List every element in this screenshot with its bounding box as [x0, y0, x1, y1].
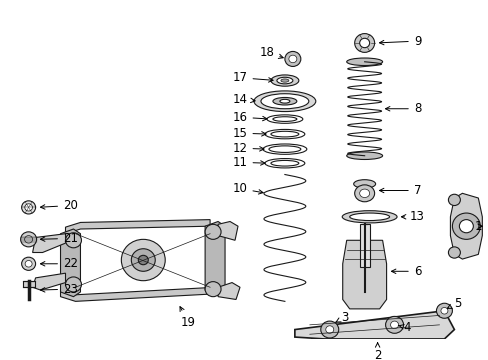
Text: 3: 3	[335, 311, 347, 324]
Circle shape	[320, 321, 338, 338]
Ellipse shape	[342, 211, 396, 223]
Circle shape	[21, 257, 36, 270]
Ellipse shape	[354, 185, 374, 202]
Text: 17: 17	[232, 71, 272, 84]
Polygon shape	[33, 273, 65, 290]
Polygon shape	[65, 220, 210, 234]
Ellipse shape	[346, 152, 382, 159]
Text: 6: 6	[391, 265, 420, 278]
Circle shape	[325, 326, 333, 333]
FancyBboxPatch shape	[22, 281, 35, 287]
Circle shape	[204, 224, 221, 239]
Circle shape	[131, 249, 155, 271]
Circle shape	[436, 303, 451, 318]
Text: 22: 22	[41, 257, 78, 270]
Polygon shape	[204, 221, 224, 295]
Text: 23: 23	[41, 283, 78, 296]
Text: 18: 18	[259, 46, 283, 59]
Text: 12: 12	[232, 142, 264, 155]
Circle shape	[21, 201, 36, 214]
Circle shape	[451, 213, 479, 239]
Polygon shape	[61, 229, 81, 297]
Text: 8: 8	[385, 102, 420, 115]
Text: 9: 9	[379, 35, 420, 48]
Polygon shape	[61, 287, 215, 301]
Text: 21: 21	[41, 232, 78, 245]
Circle shape	[288, 55, 296, 63]
Text: 15: 15	[232, 127, 265, 140]
Circle shape	[20, 232, 37, 247]
Ellipse shape	[346, 58, 382, 66]
Circle shape	[285, 51, 300, 67]
Text: 16: 16	[232, 111, 266, 124]
Text: 19: 19	[180, 307, 195, 329]
Circle shape	[447, 247, 459, 258]
Circle shape	[65, 277, 81, 292]
Text: 4: 4	[398, 321, 410, 334]
Circle shape	[25, 261, 32, 267]
Text: 1: 1	[474, 220, 481, 233]
Polygon shape	[33, 234, 65, 252]
Circle shape	[385, 316, 403, 333]
Circle shape	[354, 33, 374, 52]
Ellipse shape	[349, 213, 389, 221]
Text: 5: 5	[447, 297, 460, 310]
Circle shape	[359, 38, 369, 48]
Polygon shape	[218, 283, 240, 300]
Circle shape	[121, 239, 165, 281]
Polygon shape	[342, 240, 386, 309]
Circle shape	[25, 204, 32, 211]
Text: 2: 2	[373, 343, 381, 360]
Ellipse shape	[261, 94, 308, 109]
Text: 14: 14	[232, 93, 255, 106]
Ellipse shape	[353, 180, 375, 188]
Circle shape	[138, 255, 148, 265]
Ellipse shape	[276, 77, 292, 84]
Text: 13: 13	[401, 210, 424, 223]
Ellipse shape	[279, 99, 289, 103]
Polygon shape	[449, 193, 481, 259]
Text: 10: 10	[232, 182, 263, 195]
Ellipse shape	[280, 79, 288, 82]
Ellipse shape	[272, 98, 296, 105]
Circle shape	[458, 220, 472, 233]
FancyBboxPatch shape	[359, 224, 369, 267]
Circle shape	[447, 194, 459, 206]
Ellipse shape	[359, 189, 369, 198]
Ellipse shape	[253, 91, 315, 112]
Circle shape	[65, 233, 81, 248]
Text: 20: 20	[41, 199, 78, 212]
Text: 11: 11	[232, 156, 264, 169]
Ellipse shape	[270, 75, 298, 86]
Polygon shape	[294, 311, 453, 339]
Text: 7: 7	[379, 184, 420, 197]
Circle shape	[440, 307, 447, 314]
Circle shape	[204, 282, 221, 297]
Polygon shape	[218, 221, 238, 240]
Circle shape	[390, 321, 398, 329]
